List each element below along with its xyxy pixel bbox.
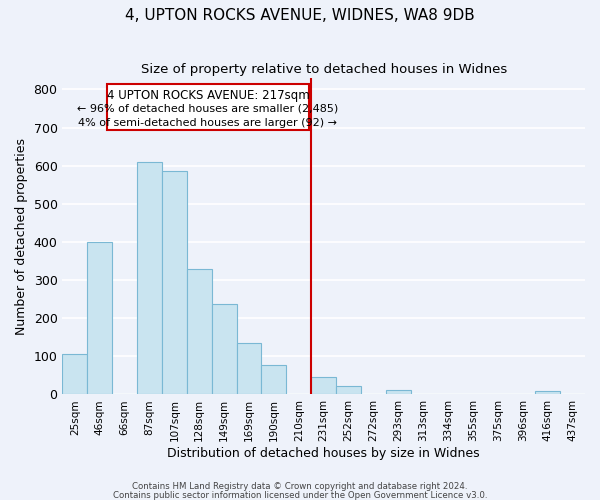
X-axis label: Distribution of detached houses by size in Widnes: Distribution of detached houses by size …: [167, 447, 480, 460]
Text: Contains public sector information licensed under the Open Government Licence v3: Contains public sector information licen…: [113, 490, 487, 500]
Bar: [62, 354, 88, 395]
Text: 4% of semi-detached houses are larger (92) →: 4% of semi-detached houses are larger (9…: [79, 118, 337, 128]
Bar: [137, 162, 162, 394]
Text: 4 UPTON ROCKS AVENUE: 217sqm: 4 UPTON ROCKS AVENUE: 217sqm: [107, 90, 310, 102]
Text: 4, UPTON ROCKS AVENUE, WIDNES, WA8 9DB: 4, UPTON ROCKS AVENUE, WIDNES, WA8 9DB: [125, 8, 475, 22]
Bar: [212, 304, 236, 394]
Bar: [88, 242, 112, 394]
FancyBboxPatch shape: [107, 84, 309, 130]
Bar: [187, 270, 212, 394]
Bar: [386, 390, 411, 394]
Bar: [336, 386, 361, 394]
Bar: [535, 392, 560, 394]
Title: Size of property relative to detached houses in Widnes: Size of property relative to detached ho…: [140, 62, 507, 76]
Y-axis label: Number of detached properties: Number of detached properties: [15, 138, 28, 335]
Bar: [311, 376, 336, 394]
Text: ← 96% of detached houses are smaller (2,485): ← 96% of detached houses are smaller (2,…: [77, 104, 338, 114]
Text: Contains HM Land Registry data © Crown copyright and database right 2024.: Contains HM Land Registry data © Crown c…: [132, 482, 468, 491]
Bar: [262, 365, 286, 394]
Bar: [236, 343, 262, 394]
Bar: [162, 172, 187, 394]
